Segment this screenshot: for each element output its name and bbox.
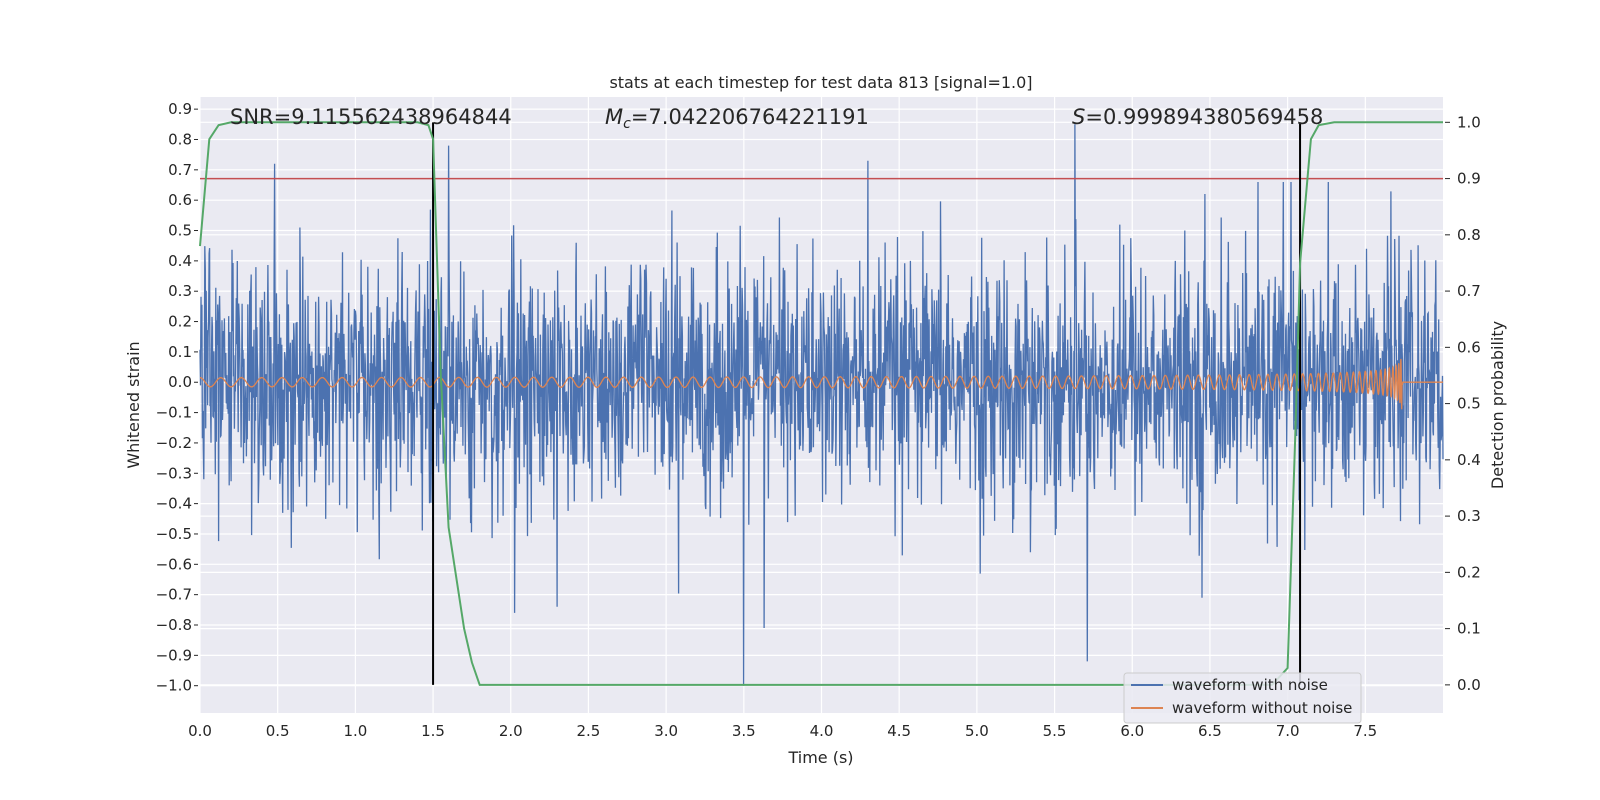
x-tick-label: 5.5 — [1043, 722, 1067, 740]
x-tick-label: 6.5 — [1198, 722, 1222, 740]
x-tick-labels: 0.0 0.5 1.0 1.5 2.0 2.5 3.0 3.5 4.0 4.5 5.0 5.5 6.0 6… — [188, 722, 1377, 740]
x-tick-label: 7.0 — [1276, 722, 1300, 740]
x-tick-label: 1.0 — [343, 722, 367, 740]
y-left-tick-label: 0.5 — [168, 222, 192, 240]
y-right-tick-label: 0.5 — [1457, 395, 1481, 413]
y-right-tick-label: 0.3 — [1457, 507, 1481, 525]
y-left-tick-label: −0.9 — [156, 646, 192, 664]
y-left-tick-label: −0.4 — [156, 495, 192, 513]
series-line-waveform-with-noise — [199, 124, 1444, 686]
x-tick-label: 0.5 — [266, 722, 290, 740]
x-tick-label: 2.5 — [577, 722, 601, 740]
y-right-tick-label: 0.0 — [1457, 676, 1481, 694]
y-right-tick-label: 0.4 — [1457, 451, 1481, 469]
y-right-tick-label: 0.8 — [1457, 226, 1481, 244]
chirp-mass-annotation: Mc=7.042206764221191 — [605, 105, 869, 132]
y-right-axis-label: Detection probability — [1488, 321, 1507, 489]
y-left-tick-labels: 0.9 0.8 0.7 0.6 0.5 0.4 0.3 0.2 0.1 0.0 −0.1 −0.2 −0… — [156, 100, 198, 695]
y-right-tick-label: 0.1 — [1457, 620, 1481, 638]
y-left-axis-label: Whitened strain — [124, 341, 143, 468]
y-left-tick-label: −0.6 — [156, 555, 192, 573]
detection-probability-layer — [199, 121, 1443, 686]
chirp-mass-symbol: M — [605, 105, 623, 129]
y-left-tick-label: −0.8 — [156, 616, 192, 634]
y-left-tick-label: −0.5 — [156, 525, 192, 543]
y-left-tick-label: −0.1 — [156, 404, 192, 422]
significance-annotation: S=0.999894380569458 — [1072, 105, 1323, 129]
significance-value: =0.999894380569458 — [1085, 105, 1323, 129]
clean-waveform-layer — [200, 358, 1443, 410]
legend-box — [1123, 672, 1362, 724]
legend-label-noisy: waveform with noise — [1172, 676, 1328, 694]
y-left-tick-label: −1.0 — [156, 677, 192, 695]
y-left-tick-label: 0.4 — [168, 252, 192, 270]
chirp-mass-subscript: c — [623, 116, 631, 132]
y-right-tick-label: 0.7 — [1457, 282, 1481, 300]
y-left-tick-label: −0.3 — [156, 464, 192, 482]
x-tick-label: 5.0 — [965, 722, 989, 740]
y-left-tick-label: 0.9 — [168, 100, 192, 118]
x-tick-label: 6.0 — [1120, 722, 1144, 740]
x-axis-label: Time (s) — [787, 748, 853, 767]
x-tick-label: 4.0 — [810, 722, 834, 740]
x-tick-label: 3.0 — [654, 722, 678, 740]
y-right-tick-label: 0.6 — [1457, 338, 1481, 356]
x-tick-label: 2.0 — [499, 722, 523, 740]
y-left-tick-label: −0.7 — [156, 586, 192, 604]
series-line-detection-probability — [199, 121, 1443, 686]
y-left-tick-label: 0.2 — [168, 313, 192, 331]
y-left-tick-label: −0.2 — [156, 434, 192, 452]
noisy-waveform-layer — [199, 124, 1444, 686]
snr-annotation: SNR=9.115562438964844 — [230, 105, 512, 129]
y-left-tick-label: 0.8 — [168, 130, 192, 148]
legend: waveform with noise waveform without noi… — [1123, 672, 1362, 724]
y-left-tick-label: 0.6 — [168, 191, 192, 209]
x-tick-label: 1.5 — [421, 722, 445, 740]
y-left-tick-label: 0.3 — [168, 282, 192, 300]
y-right-tick-labels: 1.0 0.9 0.8 0.7 0.6 0.5 0.4 0.3 0.2 0.1 0.0 — [1445, 113, 1481, 694]
legend-label-clean: waveform without noise — [1172, 699, 1352, 717]
chirp-mass-value: =7.042206764221191 — [631, 105, 869, 129]
x-tick-label: 3.5 — [732, 722, 756, 740]
y-left-tick-label: 0.7 — [168, 161, 192, 179]
y-left-tick-label: 0.0 — [168, 373, 192, 391]
series-line-waveform-without-noise — [200, 358, 1443, 410]
x-tick-label: 4.5 — [887, 722, 911, 740]
chart-title: stats at each timestep for test data 813… — [609, 73, 1032, 92]
x-tick-label: 0.0 — [188, 722, 212, 740]
y-right-tick-label: 0.2 — [1457, 563, 1481, 581]
x-tick-label: 7.5 — [1353, 722, 1377, 740]
y-right-tick-label: 0.9 — [1457, 170, 1481, 188]
significance-symbol: S — [1072, 105, 1085, 129]
y-left-tick-label: 0.1 — [168, 343, 192, 361]
y-right-tick-label: 1.0 — [1457, 113, 1481, 131]
